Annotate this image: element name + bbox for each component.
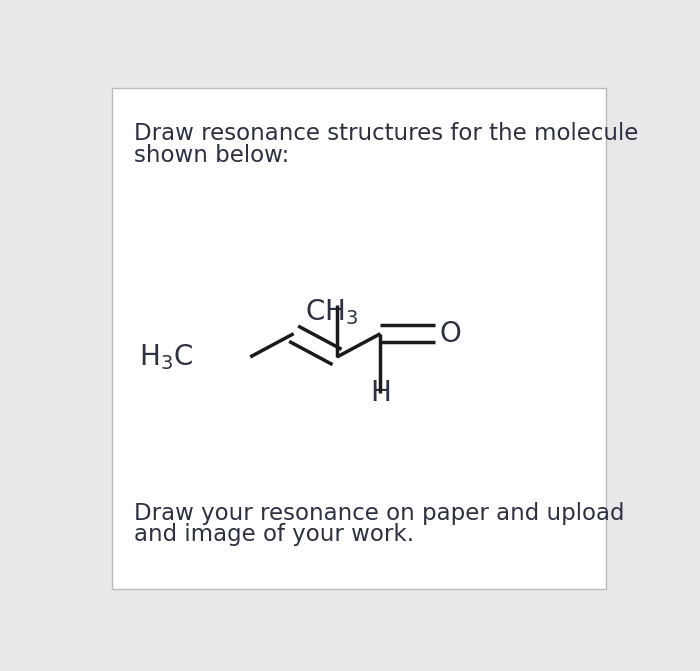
Text: CH$_3$: CH$_3$ (305, 297, 358, 327)
Text: H: H (370, 379, 391, 407)
Text: Draw resonance structures for the molecule: Draw resonance structures for the molecu… (134, 122, 638, 145)
Text: O: O (439, 319, 461, 348)
Text: H$_3$C: H$_3$C (139, 342, 193, 372)
Text: and image of your work.: and image of your work. (134, 523, 414, 546)
Text: shown below:: shown below: (134, 144, 289, 166)
Text: Draw your resonance on paper and upload: Draw your resonance on paper and upload (134, 502, 624, 525)
FancyBboxPatch shape (112, 89, 606, 589)
